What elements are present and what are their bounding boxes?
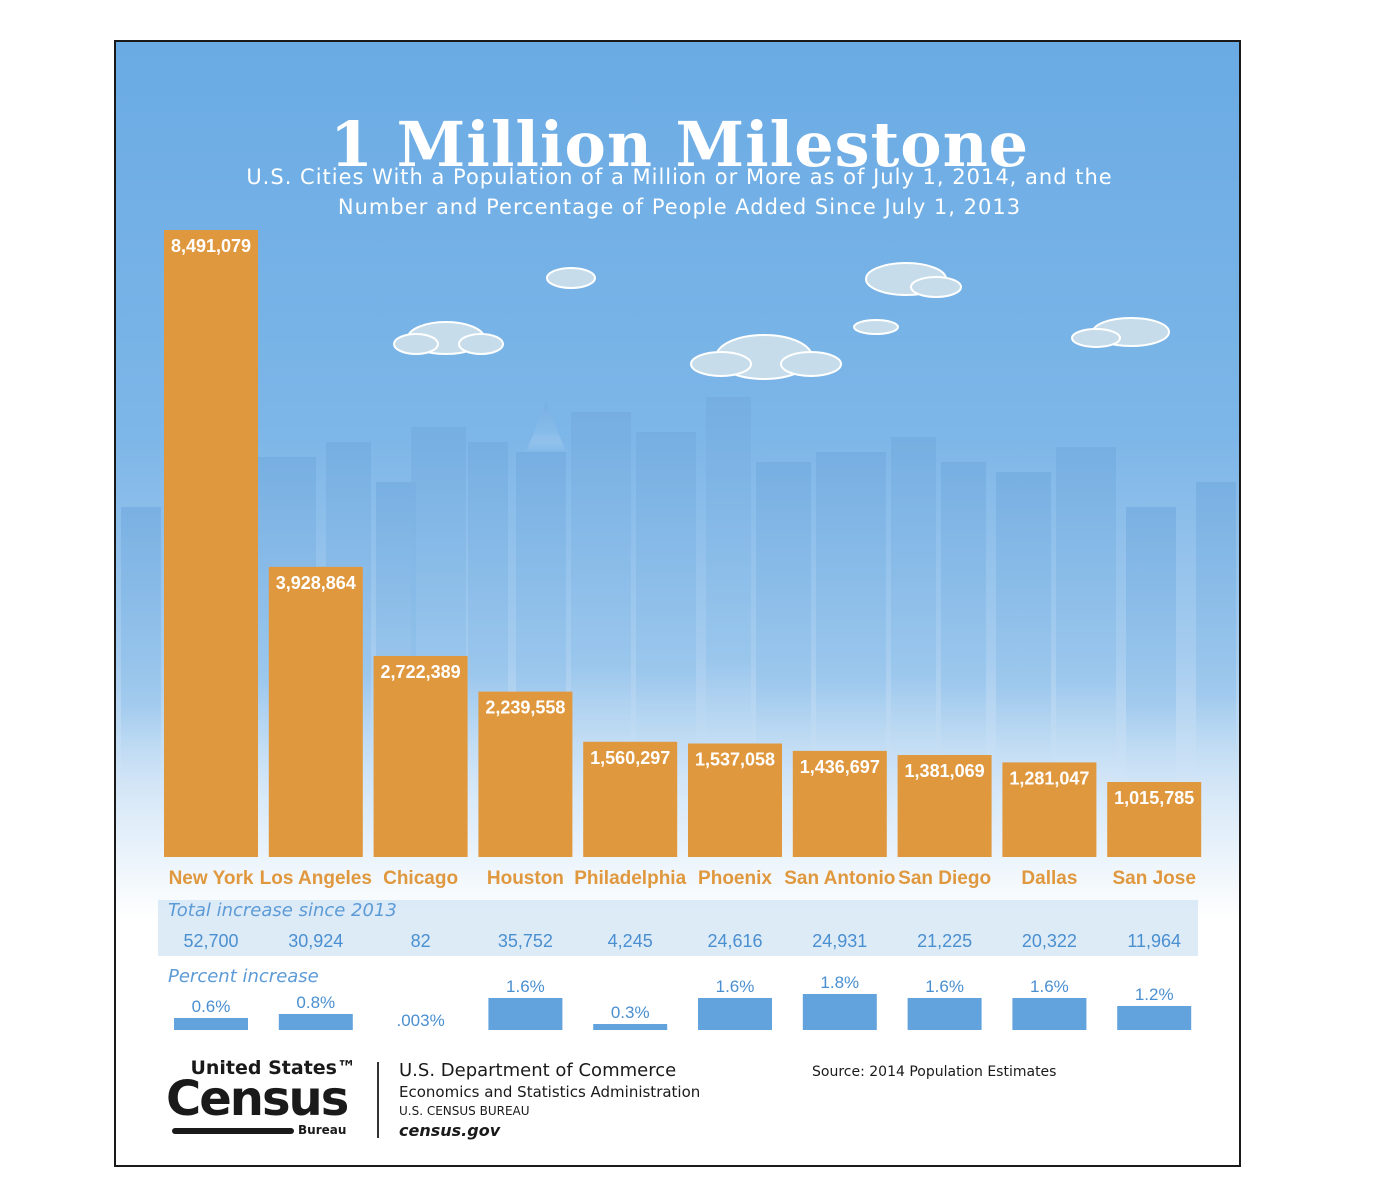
percent-bar <box>802 994 877 1030</box>
city-label: Chicago <box>383 868 458 889</box>
city-label: Phoenix <box>698 868 772 889</box>
percent-value-label: 1.6% <box>716 977 755 996</box>
logo-census: Census <box>166 1071 349 1127</box>
total-increase-band <box>158 900 1198 956</box>
bar <box>688 743 782 857</box>
total-increase-row-label: Total increase since 2013 <box>168 900 397 921</box>
percent-bar <box>1117 1006 1192 1030</box>
dept-census-bureau: U.S. CENSUS BUREAU <box>399 1104 530 1118</box>
bar-value-label: 2,722,389 <box>381 662 461 682</box>
percent-value-label: 0.3% <box>611 1003 650 1022</box>
city-label: Houston <box>487 868 564 889</box>
bar <box>1002 762 1097 857</box>
dept-commerce: U.S. Department of Commerce <box>399 1060 677 1081</box>
city-label: New York <box>169 868 254 889</box>
percent-value-label: 1.6% <box>925 977 964 996</box>
clouds <box>393 262 1170 380</box>
percent-value-label: 1.6% <box>506 977 545 996</box>
percent-value-label: .003% <box>396 1011 444 1030</box>
bar-chart: 8,491,079 New York 52,700 0.6% 3,928,864 Los … <box>158 230 1202 1030</box>
bar-value-label: 3,928,864 <box>276 573 356 593</box>
total-increase-value: 21,225 <box>917 931 972 951</box>
city-label: Dallas <box>1021 868 1077 889</box>
city-label: San Diego <box>898 868 991 889</box>
bar <box>792 750 887 857</box>
city-label: San Jose <box>1112 868 1195 889</box>
bar <box>583 741 678 857</box>
census-gov-link[interactable]: census.gov <box>399 1121 501 1140</box>
total-increase-value: 4,245 <box>608 931 653 951</box>
infographic-frame: 1 Million Milestone U.S. Cities With a P… <box>114 40 1241 1167</box>
percent-bar <box>488 998 563 1030</box>
total-increase-value: 20,322 <box>1022 931 1077 951</box>
chart-title: 1 Million Milestone <box>329 108 1030 181</box>
footer-divider <box>377 1062 379 1138</box>
city-label: San Antonio <box>784 868 895 889</box>
source-note: Source: 2014 Population Estimates <box>812 1064 1057 1080</box>
total-increase-value: 30,924 <box>288 931 343 951</box>
city-label: Philadelphia <box>574 868 686 889</box>
chart-subtitle: U.S. Cities With a Population of a Milli… <box>196 162 1163 222</box>
bar-value-label: 1,015,785 <box>1114 788 1194 808</box>
percent-value-label: 0.8% <box>296 993 335 1012</box>
bar-value-label: 1,381,069 <box>905 761 985 781</box>
bar <box>373 655 468 857</box>
total-increase-value: 24,931 <box>812 931 867 951</box>
logo-underline <box>172 1128 294 1134</box>
percent-value-label: 0.6% <box>192 997 231 1016</box>
dept-esa: Economics and Statistics Administration <box>399 1083 701 1101</box>
bar <box>1107 781 1202 857</box>
percent-bar <box>698 998 772 1030</box>
bar <box>478 691 573 857</box>
percent-value-label: 1.6% <box>1030 977 1069 996</box>
total-increase-value: 24,616 <box>707 931 762 951</box>
bar-value-label: 1,281,047 <box>1009 768 1089 788</box>
bar-value-label: 2,239,558 <box>485 698 565 718</box>
bar <box>164 230 258 857</box>
subtitle-line-1: U.S. Cities With a Population of a Milli… <box>246 165 1113 189</box>
logo-bureau: Bureau <box>298 1123 347 1137</box>
total-increase-value: 82 <box>411 931 431 951</box>
bar <box>897 755 992 857</box>
percent-bar <box>907 998 982 1030</box>
percent-bar <box>278 1014 353 1030</box>
total-increase-value: 11,964 <box>1127 931 1181 951</box>
city-label: Los Angeles <box>260 868 372 889</box>
department-block: U.S. Department of Commerce Economics an… <box>399 1060 700 1142</box>
percent-increase-row-label: Percent increase <box>168 966 319 987</box>
bar-value-label: 1,537,058 <box>695 750 775 770</box>
bar-value-label: 1,560,297 <box>590 748 670 768</box>
percent-bar <box>174 1018 248 1030</box>
bar-value-label: 8,491,079 <box>171 236 251 256</box>
percent-bar <box>1012 998 1087 1030</box>
bar-value-label: 1,436,697 <box>800 757 880 777</box>
logo-united-states: United States™ <box>190 1057 356 1079</box>
census-bureau-logo: United States™ Census Bureau <box>166 1057 366 1137</box>
total-increase-value: 35,752 <box>498 931 553 951</box>
percent-value-label: 1.2% <box>1135 985 1174 1004</box>
total-increase-value: 52,700 <box>183 931 238 951</box>
subtitle-line-2: Number and Percentage of People Added Si… <box>337 195 1022 219</box>
bar <box>268 566 363 857</box>
percent-bar <box>593 1024 668 1030</box>
percent-value-label: 1.8% <box>820 973 859 992</box>
